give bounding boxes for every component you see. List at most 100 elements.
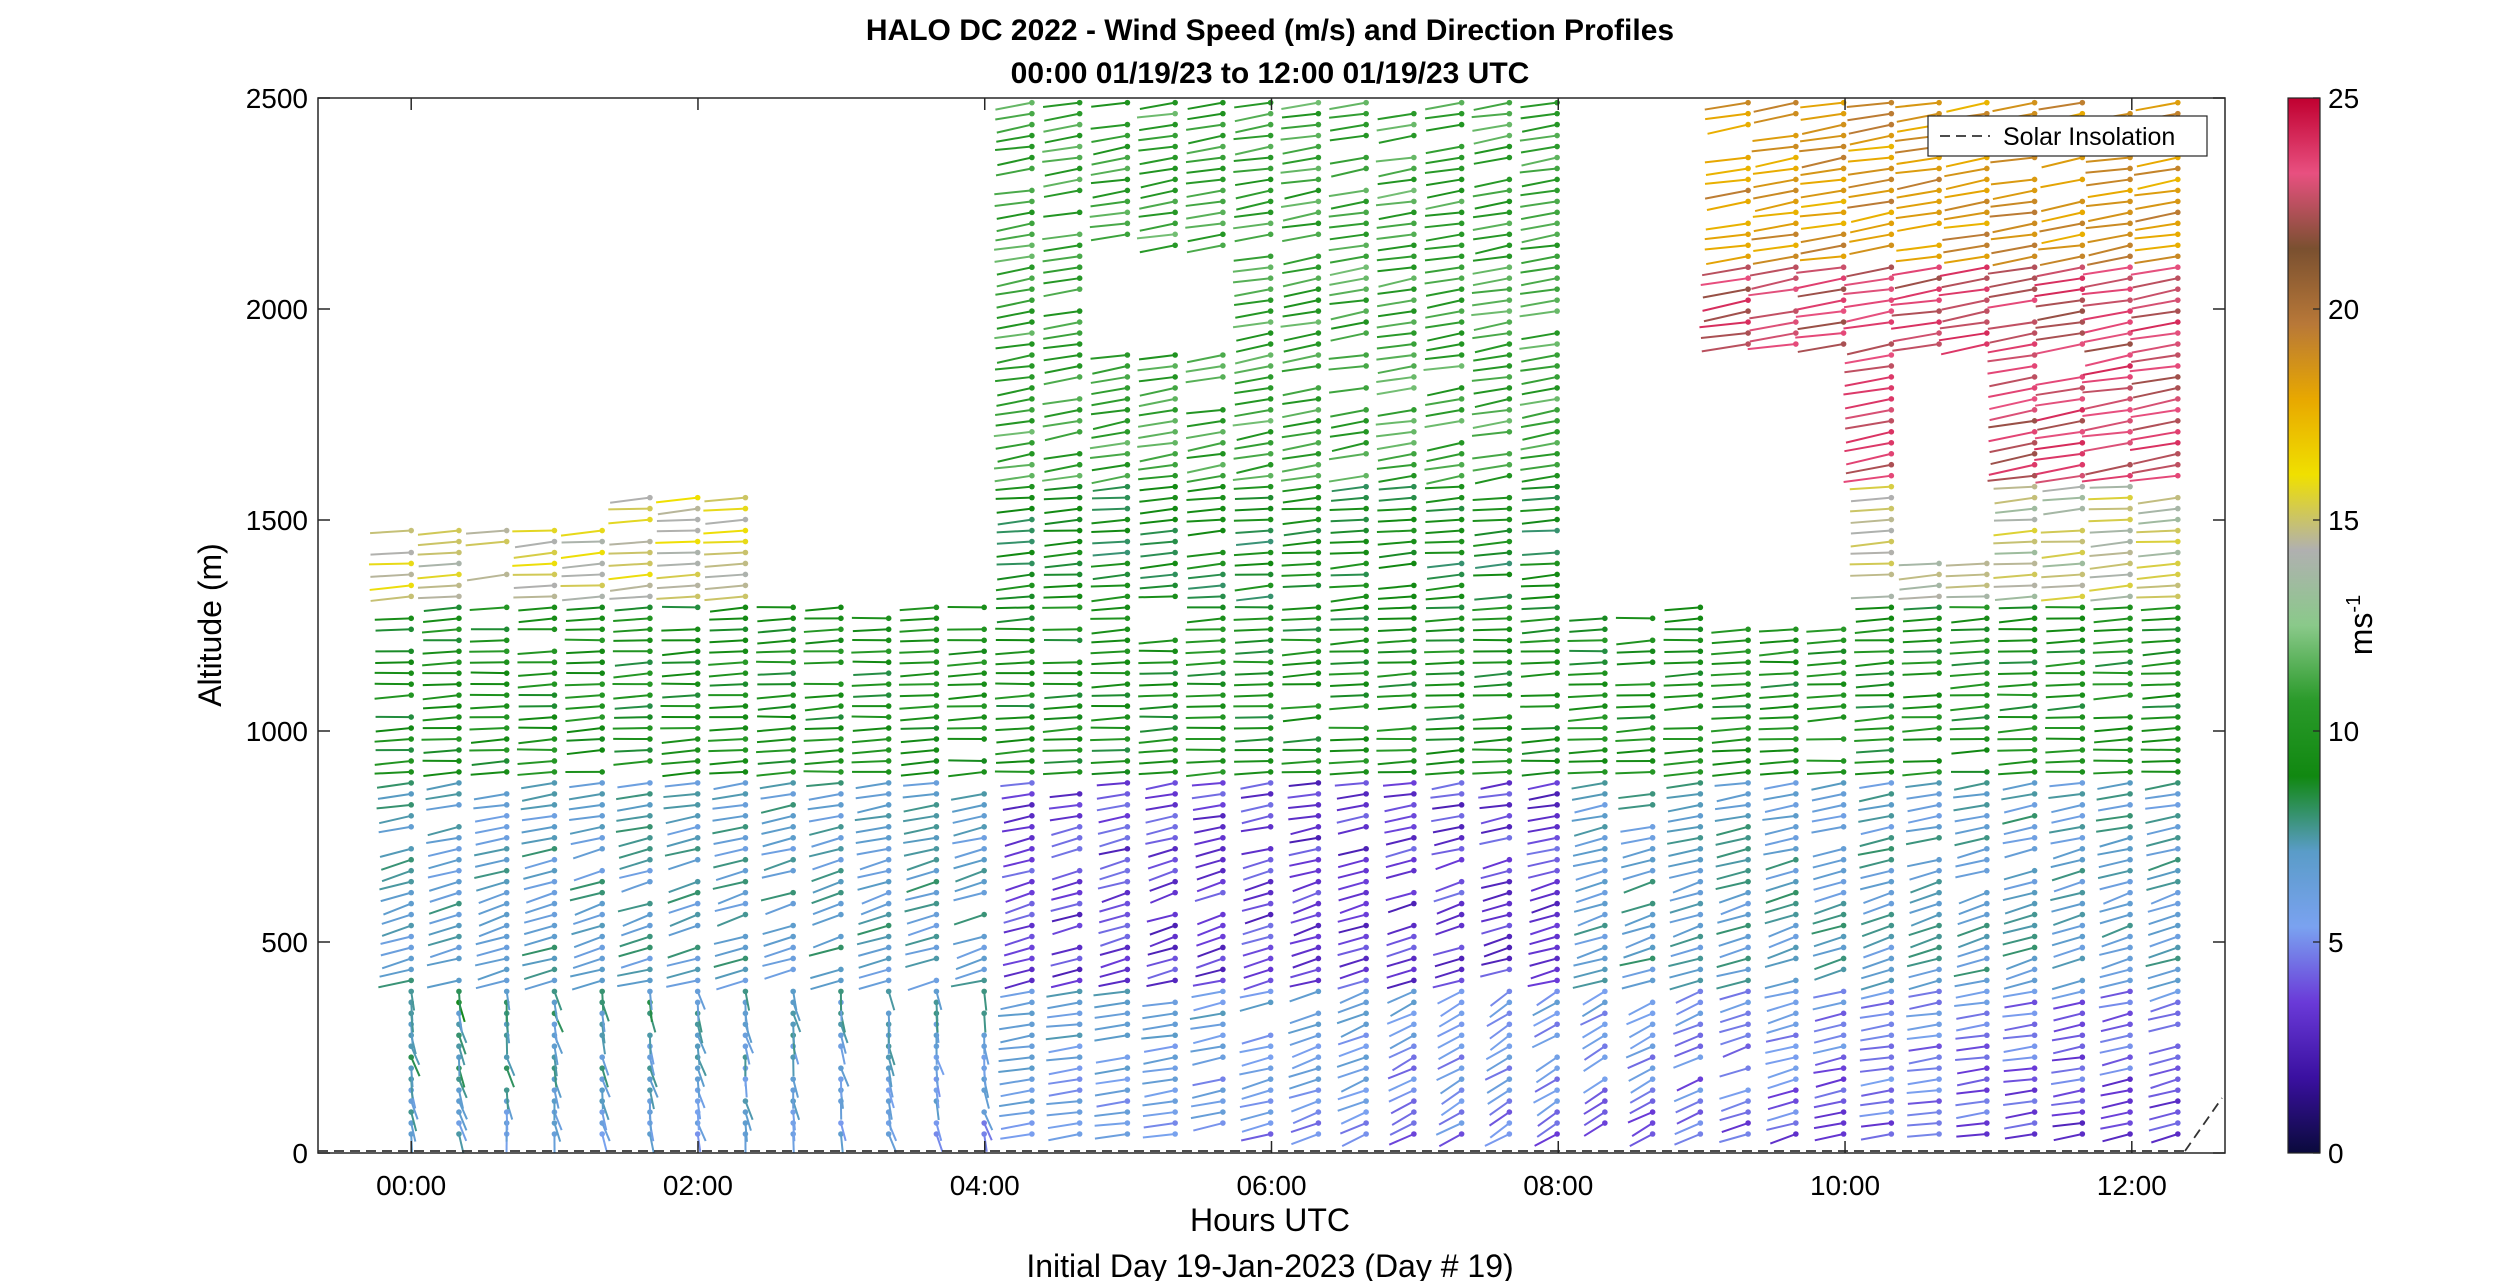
- wind-barb-dot: [1076, 593, 1083, 600]
- wind-barb-dot: [1267, 121, 1274, 128]
- wind-barb-dot: [1411, 494, 1417, 501]
- wind-barb-dot: [1315, 132, 1322, 139]
- wind-barb: [601, 1013, 606, 1033]
- wind-barb: [2002, 814, 2035, 825]
- wind-barb-dot: [1793, 911, 1799, 918]
- wind-barb-dot: [1936, 703, 1942, 709]
- wind-barb-dot: [1840, 154, 1847, 161]
- wind-barb-dot: [1363, 549, 1369, 556]
- wind-barb: [1567, 770, 1605, 775]
- wind-barb-dot: [647, 692, 653, 698]
- wind-barb-dot: [1172, 571, 1178, 578]
- wind-barb: [1849, 222, 1892, 234]
- wind-barb: [1759, 759, 1796, 766]
- wind-barb-dot: [1602, 955, 1608, 962]
- wind-barb: [368, 562, 412, 566]
- wind-barb-dot: [1888, 308, 1895, 314]
- wind-barb: [1090, 408, 1128, 416]
- wind-barb-dot: [1029, 143, 1035, 150]
- wind-barb: [1663, 727, 1701, 730]
- wind-barb-dot: [2127, 758, 2133, 764]
- wind-barb-dot: [1076, 626, 1083, 633]
- wind-barb-dot: [1458, 396, 1465, 402]
- wind-barb-dot: [1793, 165, 1799, 172]
- wind-barb-dot: [1267, 154, 1274, 161]
- wind-barb-dot: [1602, 1032, 1608, 1039]
- wind-barb-dot: [1697, 758, 1704, 764]
- wind-barb-dot: [885, 659, 892, 666]
- wind-barb: [1520, 694, 1558, 697]
- wind-barb: [428, 858, 460, 870]
- wind-barb: [1907, 1133, 1940, 1138]
- wind-barb: [1052, 968, 1080, 978]
- wind-barb: [1795, 332, 1844, 339]
- wind-barb: [1480, 880, 1510, 889]
- wind-barb: [1666, 781, 1701, 790]
- wind-barb: [1044, 694, 1080, 700]
- wind-barb-dot: [1363, 681, 1369, 687]
- wind-barb: [656, 518, 698, 522]
- wind-barb-dot: [599, 813, 605, 819]
- wind-barb-dot: [1363, 363, 1369, 369]
- wind-barb: [1910, 913, 1940, 927]
- wind-barb: [1489, 1034, 1510, 1051]
- wind-barb-dot: [503, 747, 510, 753]
- wind-barb: [1185, 650, 1223, 655]
- wind-barb: [1430, 792, 1462, 799]
- wind-barb-dot: [1267, 275, 1274, 281]
- wind-barb: [569, 781, 603, 789]
- wind-barb-dot: [1649, 1131, 1656, 1137]
- wind-barb-dot: [1554, 341, 1560, 347]
- wind-barb-dot: [1793, 1109, 1799, 1115]
- wind-barb: [1042, 233, 1080, 241]
- wind-barb: [1699, 321, 1749, 329]
- wind-barb-dot: [1267, 418, 1274, 424]
- wind-barb: [1329, 584, 1367, 589]
- wind-barb-dot: [1506, 878, 1513, 885]
- wind-barb: [858, 957, 889, 969]
- wind-barb-dot: [1506, 187, 1513, 194]
- wind-barb-dot: [1267, 999, 1274, 1006]
- wind-barb-dot: [1554, 813, 1560, 819]
- wind-barb-dot: [1458, 275, 1465, 281]
- wind-barb-dot: [1793, 143, 1799, 150]
- wind-barb: [2100, 1034, 2131, 1044]
- wind-barb-dot: [1220, 560, 1226, 567]
- wind-barb-dot: [1984, 659, 1990, 666]
- wind-barb: [1049, 814, 1080, 822]
- wind-barb-dot: [1076, 505, 1083, 512]
- wind-barb: [1425, 770, 1462, 776]
- wind-barb: [1376, 343, 1415, 350]
- wind-barb: [1045, 1034, 1080, 1041]
- wind-barb-dot: [1745, 725, 1751, 731]
- wind-barb: [1424, 277, 1462, 285]
- wind-barb: [1520, 705, 1558, 708]
- wind-barb-dot: [1554, 955, 1560, 962]
- wind-barb: [410, 1122, 417, 1142]
- wind-barb-dot: [1076, 1098, 1083, 1104]
- wind-barb: [471, 759, 507, 767]
- wind-barb: [1666, 825, 1701, 833]
- wind-barb: [1329, 507, 1367, 511]
- wind-barb-dot: [1124, 143, 1131, 150]
- wind-barb-dot: [2127, 1021, 2133, 1028]
- wind-barb-dot: [1411, 198, 1417, 205]
- wind-barb-dot: [456, 560, 462, 567]
- wind-barb-dot: [1124, 461, 1131, 468]
- wind-barb-dot: [599, 977, 605, 984]
- wind-barb: [1703, 310, 1749, 323]
- wind-barb: [993, 244, 1033, 251]
- wind-barb: [696, 1046, 701, 1066]
- wind-barb-dot: [742, 736, 749, 742]
- wind-barb-dot: [2127, 1098, 2133, 1104]
- wind-barb: [1631, 1122, 1654, 1137]
- wind-barb-dot: [1984, 692, 1990, 698]
- wind-barb: [1330, 310, 1367, 321]
- wind-barb: [1139, 584, 1176, 590]
- wind-barb-dot: [2031, 1098, 2038, 1104]
- wind-barb: [2096, 792, 2131, 801]
- wind-barb-dot: [1697, 867, 1704, 874]
- wind-barb: [1944, 255, 1987, 264]
- wind-barb: [1676, 1111, 1701, 1125]
- wind-barb-dot: [790, 1054, 796, 1061]
